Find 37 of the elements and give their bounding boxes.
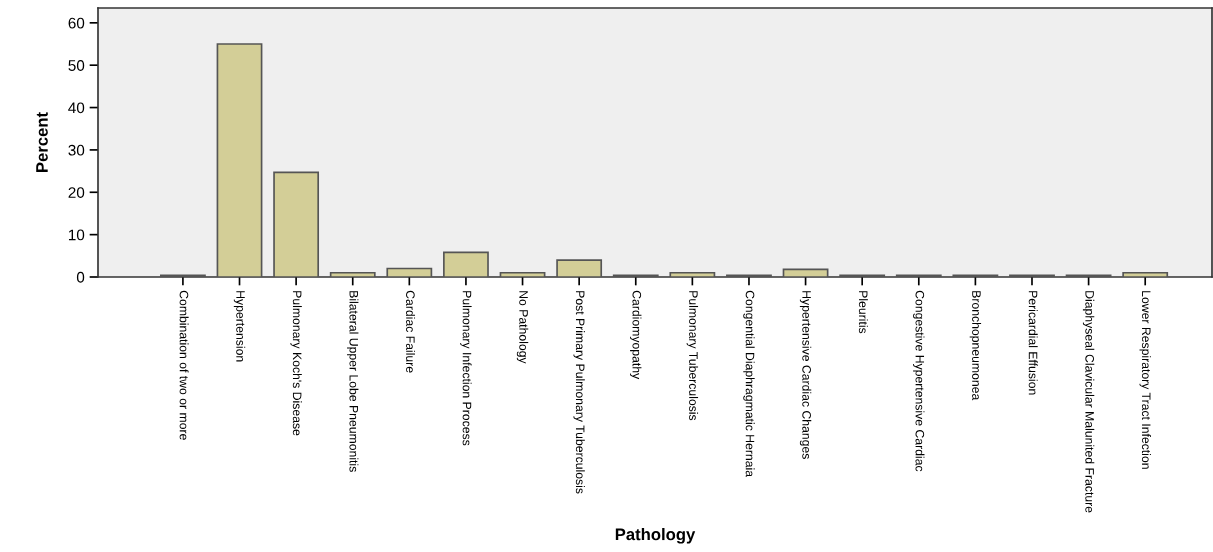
bar xyxy=(782,268,829,277)
x-tick-label: Diaphyseal Clavicular Malunited Fracture xyxy=(1082,291,1095,513)
bar xyxy=(556,259,603,277)
x-tick-label: Pulmonary Tuberculosis xyxy=(686,291,699,421)
x-tick-label: Pulmonary Infection Process xyxy=(460,291,472,446)
y-tick-label: 10 xyxy=(68,229,85,241)
bar xyxy=(216,43,263,277)
x-tick-label: Combination of two or more xyxy=(179,290,189,440)
x-tick-label: Bilateral Upper Lobe Pneumonitis xyxy=(347,291,359,472)
bar xyxy=(669,271,716,277)
bar xyxy=(1122,271,1169,277)
x-tick-label: Congential Diaphragmatic Hernaia xyxy=(743,290,755,478)
y-tick-label: 40 xyxy=(68,102,85,114)
x-tick-label: Lower Respiratory Tract Infection xyxy=(1139,291,1151,469)
x-tick-label: Pericardial Effusion xyxy=(1028,291,1038,395)
x-tick-label: Hypertension xyxy=(233,291,246,362)
y-tick-label: 0 xyxy=(76,271,85,283)
x-tick-label: Post Primary Pulmonary Tuberculosis xyxy=(573,291,585,494)
bar xyxy=(329,271,376,277)
x-tick-label: Bronchopneumonea xyxy=(969,291,982,401)
x-tick-label: No Pathology xyxy=(516,291,529,364)
y-tick-label: 50 xyxy=(68,60,85,71)
x-tick-label: Hypertensive Cardiac Changes xyxy=(799,291,812,459)
bar xyxy=(273,171,320,277)
x-axis-title: Pathology xyxy=(615,528,696,544)
x-tick-label: Pleuritis xyxy=(858,291,868,334)
y-tick-label: 20 xyxy=(68,187,85,198)
bar xyxy=(443,251,489,277)
bar xyxy=(386,267,433,277)
x-tick-label: Cardiomyopathy xyxy=(630,290,642,380)
bar xyxy=(499,271,546,277)
y-axis-title: Percent xyxy=(36,112,48,172)
x-tick-label: Congestive Hypertensive Cardiac xyxy=(913,290,925,472)
x-tick-label: Cardiac Failure xyxy=(406,290,416,373)
x-tick-label: Pulmonary Koch's Disease xyxy=(290,291,302,436)
y-tick-label: 60 xyxy=(68,17,85,29)
y-tick-label: 30 xyxy=(68,144,85,156)
